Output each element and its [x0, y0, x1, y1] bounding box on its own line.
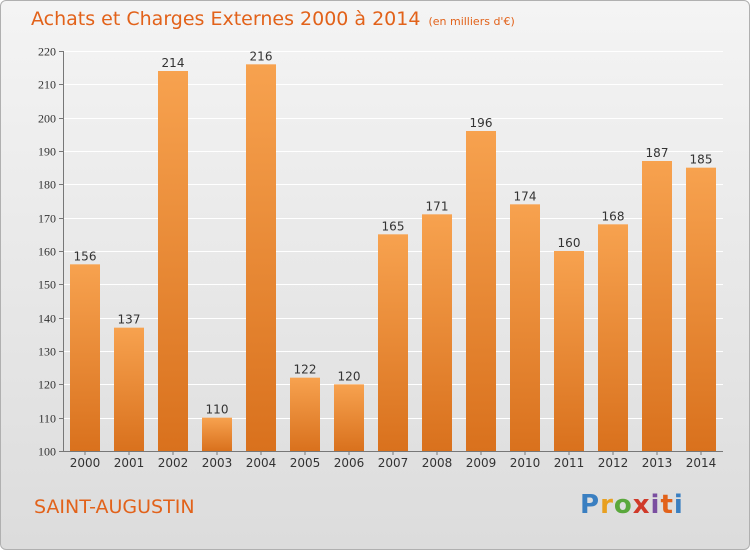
data-label-2012: 168 — [602, 209, 625, 223]
data-label-2002: 214 — [162, 56, 185, 70]
data-label-2008: 171 — [426, 199, 449, 213]
y-tick-label: 140 — [38, 312, 56, 326]
bar-2001 — [114, 327, 144, 451]
x-tick-label-2007: 2007 — [378, 456, 409, 470]
data-label-2004: 216 — [250, 49, 273, 63]
x-tick-label-2003: 2003 — [202, 456, 233, 470]
logo-letter: P — [580, 490, 601, 520]
x-tick-label-2005: 2005 — [290, 456, 321, 470]
bar-2009 — [466, 131, 496, 451]
proxiti-logo: Proxiti — [580, 490, 684, 520]
bar-2011 — [554, 251, 584, 451]
x-tick-label-2001: 2001 — [114, 456, 145, 470]
bar-2008 — [422, 214, 452, 451]
logo-letter: i — [673, 490, 684, 520]
chart-subtitle: (en milliers d'€) — [428, 15, 515, 28]
x-tick-label-2009: 2009 — [466, 456, 497, 470]
x-tick-label-2006: 2006 — [334, 456, 365, 470]
data-label-2006: 120 — [338, 369, 361, 383]
data-label-2005: 122 — [294, 363, 317, 377]
place-name: SAINT-AUGUSTIN — [34, 496, 195, 518]
data-label-2009: 196 — [470, 116, 493, 130]
logo-letter: t — [660, 490, 674, 520]
data-label-2013: 187 — [646, 146, 669, 160]
data-label-2010: 174 — [514, 189, 537, 203]
y-tick-label: 200 — [38, 112, 56, 126]
logo-letter: x — [632, 490, 651, 520]
data-label-2011: 160 — [558, 236, 581, 250]
y-tick-label: 160 — [38, 245, 56, 259]
data-label-2014: 185 — [690, 153, 713, 167]
bars: 156 137 214 110 216 122 120 165 171 196 174 160 168 1… — [70, 49, 716, 452]
bar-2002 — [158, 71, 188, 451]
data-label-2007: 165 — [382, 219, 405, 233]
x-tick-label-2002: 2002 — [158, 456, 189, 470]
y-tick-label: 210 — [38, 78, 56, 92]
data-label-2001: 137 — [118, 313, 141, 327]
logo-letter: i — [650, 490, 661, 520]
x-axis: 2000 2001 2002 2003 2004 2005 2006 2007 2008 2009… — [63, 451, 723, 470]
y-tick-label: 110 — [38, 412, 56, 426]
bar-2005 — [290, 377, 320, 451]
y-tick-label: 190 — [38, 145, 56, 159]
x-tick-label-2004: 2004 — [246, 456, 277, 470]
chart-title: Achats et Charges Externes 2000 à 2014 (e… — [31, 8, 515, 30]
bar-2014 — [686, 167, 716, 451]
y-tick-label: 150 — [38, 278, 56, 292]
chart-title-text: Achats et Charges Externes 2000 à 2014 — [31, 8, 421, 30]
y-tick-label: 170 — [38, 212, 56, 226]
bar-2012 — [598, 224, 628, 451]
logo-letter: o — [613, 490, 633, 520]
bar-2007 — [378, 234, 408, 451]
x-tick-label-2011: 2011 — [554, 456, 585, 470]
y-tick-label: 130 — [38, 345, 56, 359]
y-tick-label: 220 — [38, 45, 56, 59]
bar-2003 — [202, 417, 232, 451]
data-label-2003: 110 — [206, 403, 229, 417]
bar-2004 — [246, 64, 276, 452]
x-tick-label-2008: 2008 — [422, 456, 453, 470]
x-tick-label-2013: 2013 — [642, 456, 673, 470]
bar-2010 — [510, 204, 540, 451]
bar-2006 — [334, 384, 364, 451]
y-tick-label: 180 — [38, 178, 56, 192]
bar-2013 — [642, 161, 672, 451]
x-tick-label-2012: 2012 — [598, 456, 629, 470]
x-tick-label-2014: 2014 — [686, 456, 717, 470]
x-tick-label-2000: 2000 — [70, 456, 101, 470]
bar-2000 — [70, 264, 100, 451]
data-label-2000: 156 — [74, 249, 97, 263]
x-tick-label-2010: 2010 — [510, 456, 541, 470]
logo-letter: r — [600, 490, 614, 520]
y-tick-label: 100 — [38, 445, 56, 459]
y-axis: 100 110 120 130 140 150 160 170 180 190 200 210 220 — [38, 45, 64, 459]
y-tick-label: 120 — [38, 378, 56, 392]
